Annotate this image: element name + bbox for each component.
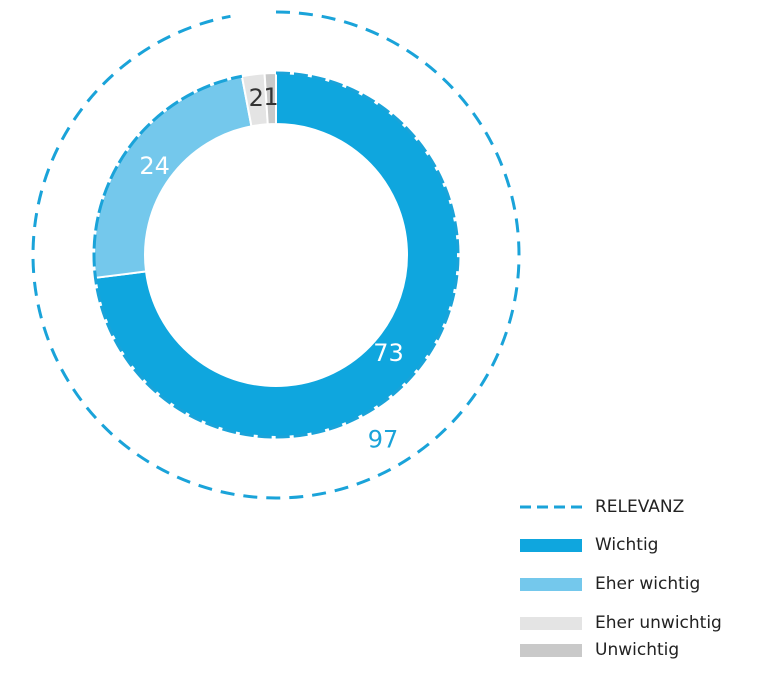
value-label: 2 <box>249 84 264 112</box>
relevance-inner-outline <box>92 71 460 439</box>
legend-label: Unwichtig <box>595 640 679 660</box>
legend-swatch <box>520 539 582 552</box>
legend-label: Wichtig <box>595 535 658 555</box>
value-label: 1 <box>263 83 278 111</box>
legend-swatch <box>520 578 582 591</box>
relevance-arc <box>31 10 521 500</box>
legend-label: Eher wichtig <box>595 574 700 594</box>
value-label: 24 <box>139 152 170 180</box>
legend-swatch <box>520 617 582 630</box>
relevance-label: 97 <box>368 425 399 453</box>
legend-swatch <box>520 644 582 657</box>
donut-segment <box>263 71 277 126</box>
legend-label: RELEVANZ <box>595 497 684 517</box>
value-label: 73 <box>373 339 404 367</box>
legend-label: Eher unwichtig <box>595 613 722 633</box>
